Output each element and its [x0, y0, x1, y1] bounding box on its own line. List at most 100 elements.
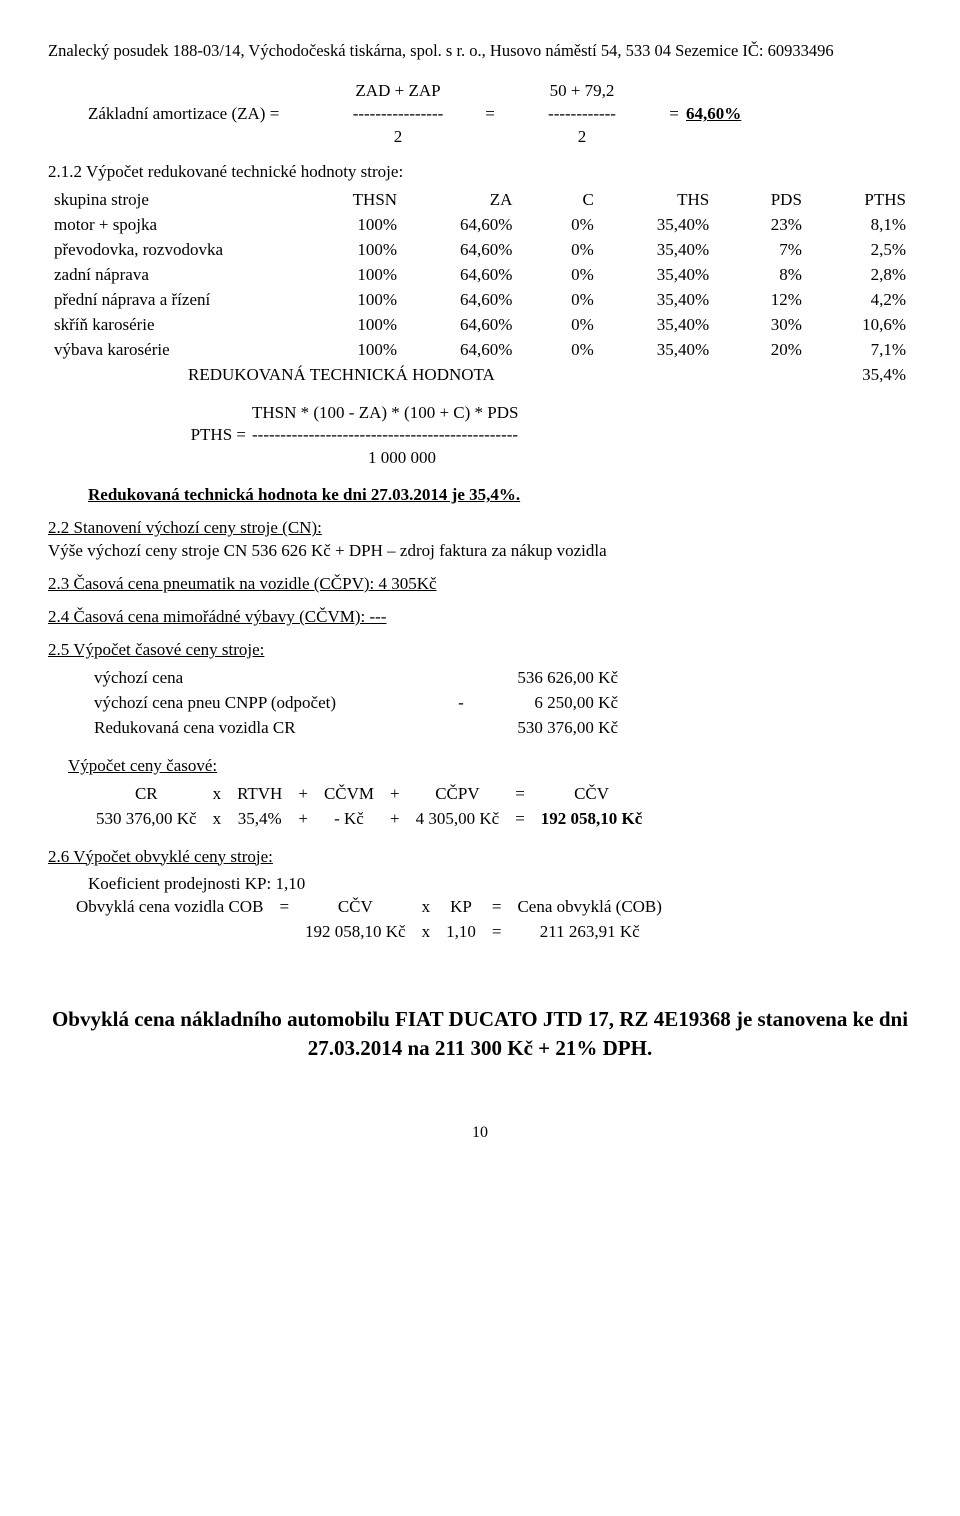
- za-result: 64,60%: [686, 103, 741, 126]
- formula-cell: 192 058,10 Kč: [533, 807, 651, 832]
- section-2-6-head: 2.6 Výpočet obvyklé ceny stroje:: [48, 846, 912, 869]
- table-cell: 10,6%: [808, 313, 912, 338]
- table-cell: 2,5%: [808, 238, 912, 263]
- reduk-result-line: Redukovaná technická hodnota ke dni 27.0…: [88, 484, 912, 507]
- za-dash2: ------------: [502, 103, 662, 126]
- table-cell: motor + spojka: [48, 213, 310, 238]
- formula-cell: CR: [88, 782, 205, 807]
- vypocet-head: Výpočet ceny časové:: [68, 755, 912, 778]
- col-skupina: skupina stroje: [48, 188, 310, 213]
- table-cell: výchozí cena: [88, 666, 440, 691]
- col-thsn: THSN: [310, 188, 403, 213]
- col-c: C: [518, 188, 599, 213]
- cob-value-row: 192 058,10 Kčx1,10=211 263,91 Kč: [68, 920, 670, 945]
- formula-cell: x: [414, 895, 439, 920]
- table-row: výchozí cena pneu CNPP (odpočet)-6 250,0…: [88, 691, 624, 716]
- section-2-1-2-title: 2.1.2 Výpočet redukované technické hodno…: [48, 161, 912, 184]
- table-cell: 100%: [310, 263, 403, 288]
- pths-top: THSN * (100 - ZA) * (100 + C) * PDS: [252, 402, 518, 425]
- table-row: skříň karosérie100%64,60%0%35,40%30%10,6…: [48, 313, 912, 338]
- casova-table: výchozí cena536 626,00 Kčvýchozí cena pn…: [88, 666, 624, 741]
- za-top-left: ZAD + ZAP: [318, 80, 478, 103]
- reduk-label: REDUKOVANÁ TECHNICKÁ HODNOTA: [48, 363, 808, 388]
- table-cell: 64,60%: [403, 238, 518, 263]
- za-bot-left: 2: [318, 126, 478, 149]
- za-label: Základní amortizace (ZA) =: [88, 103, 318, 126]
- pths-formula: THSN * (100 - ZA) * (100 + C) * PDS PTHS…: [168, 402, 912, 471]
- table-cell: 23%: [715, 213, 808, 238]
- table-row: motor + spojka100%64,60%0%35,40%23%8,1%: [48, 213, 912, 238]
- formula-cell: CČV: [297, 895, 414, 920]
- table-cell: skříň karosérie: [48, 313, 310, 338]
- formula-cell: =: [484, 920, 510, 945]
- formula-cell: 1,10: [438, 920, 484, 945]
- section-2-3: 2.3 Časová cena pneumatik na vozidle (CČ…: [48, 573, 912, 596]
- formula-cell: x: [205, 807, 230, 832]
- final-result: Obvyklá cena nákladního automobilu FIAT …: [48, 1005, 912, 1062]
- table-cell: výchozí cena pneu CNPP (odpočet): [88, 691, 440, 716]
- formula-cell: +: [382, 782, 408, 807]
- col-ths: THS: [600, 188, 715, 213]
- reduk-summary-row: REDUKOVANÁ TECHNICKÁ HODNOTA 35,4%: [48, 363, 912, 388]
- table-cell: Redukovaná cena vozidla CR: [88, 716, 440, 741]
- table-cell: 6 250,00 Kč: [482, 691, 624, 716]
- cob-formula: Obvyklá cena vozidla COB=CČVxKP=Cena obv…: [68, 895, 670, 945]
- formula-cell: [68, 920, 271, 945]
- formula-cell: Cena obvyklá (COB): [509, 895, 669, 920]
- formula-value-row: 530 376,00 Kčx35,4%+- Kč+4 305,00 Kč=192…: [88, 807, 650, 832]
- table-cell: 20%: [715, 338, 808, 363]
- table-cell: 4,2%: [808, 288, 912, 313]
- za-amortization-block: ZAD + ZAP 50 + 79,2 Základní amortizace …: [88, 80, 912, 149]
- table-cell: 64,60%: [403, 288, 518, 313]
- col-pths: PTHS: [808, 188, 912, 213]
- formula-cell: [271, 920, 297, 945]
- formula-cell: =: [484, 895, 510, 920]
- table-cell: 0%: [518, 263, 599, 288]
- pths-bot: 1 000 000: [252, 447, 552, 470]
- formula-cell: +: [290, 807, 316, 832]
- table-cell: 7,1%: [808, 338, 912, 363]
- formula-cell: RTVH: [229, 782, 290, 807]
- za-dash1: ----------------: [318, 103, 478, 126]
- koef-line: Koeficient prodejnosti KP: 1,10: [88, 873, 912, 896]
- table-cell: 7%: [715, 238, 808, 263]
- table-cell: 100%: [310, 238, 403, 263]
- section-2-2: 2.2 Stanovení výchozí ceny stroje (CN): …: [48, 517, 912, 563]
- za-eq2: =: [662, 103, 686, 126]
- pths-dash: ----------------------------------------…: [252, 424, 518, 447]
- vypocet-formula: CRxRTVH+CČVM+CČPV=CČV 530 376,00 Kčx35,4…: [88, 782, 650, 832]
- formula-cell: 530 376,00 Kč: [88, 807, 205, 832]
- s22-head: 2.2 Stanovení výchozí ceny stroje (CN):: [48, 518, 322, 537]
- table-cell: 64,60%: [403, 213, 518, 238]
- table-row: výchozí cena 536 626,00 Kč: [88, 666, 624, 691]
- table-cell: -: [440, 691, 482, 716]
- table-header-row: skupina stroje THSN ZA C THS PDS PTHS: [48, 188, 912, 213]
- table-cell: zadní náprava: [48, 263, 310, 288]
- za-top-right: 50 + 79,2: [502, 80, 662, 103]
- cob-header-row: Obvyklá cena vozidla COB=CČVxKP=Cena obv…: [68, 895, 670, 920]
- formula-cell: - Kč: [316, 807, 382, 832]
- table-cell: 8,1%: [808, 213, 912, 238]
- formula-cell: 211 263,91 Kč: [509, 920, 669, 945]
- table-cell: 2,8%: [808, 263, 912, 288]
- table-cell: 35,40%: [600, 313, 715, 338]
- section-2-5-head: 2.5 Výpočet časové ceny stroje:: [48, 639, 912, 662]
- formula-header-row: CRxRTVH+CČVM+CČPV=CČV: [88, 782, 650, 807]
- table-cell: 64,60%: [403, 313, 518, 338]
- s22-body: Výše výchozí ceny stroje CN 536 626 Kč +…: [48, 541, 607, 560]
- table-cell: 35,40%: [600, 263, 715, 288]
- table-cell: 100%: [310, 288, 403, 313]
- table-cell: 100%: [310, 338, 403, 363]
- table-cell: 35,40%: [600, 338, 715, 363]
- table-row: zadní náprava100%64,60%0%35,40%8%2,8%: [48, 263, 912, 288]
- formula-cell: 35,4%: [229, 807, 290, 832]
- table-cell: přední náprava a řízení: [48, 288, 310, 313]
- formula-cell: =: [507, 807, 533, 832]
- formula-cell: x: [205, 782, 230, 807]
- table-cell: 35,40%: [600, 213, 715, 238]
- table-cell: 536 626,00 Kč: [482, 666, 624, 691]
- table-cell: 12%: [715, 288, 808, 313]
- formula-cell: x: [414, 920, 439, 945]
- table-cell: 0%: [518, 288, 599, 313]
- table-cell: 8%: [715, 263, 808, 288]
